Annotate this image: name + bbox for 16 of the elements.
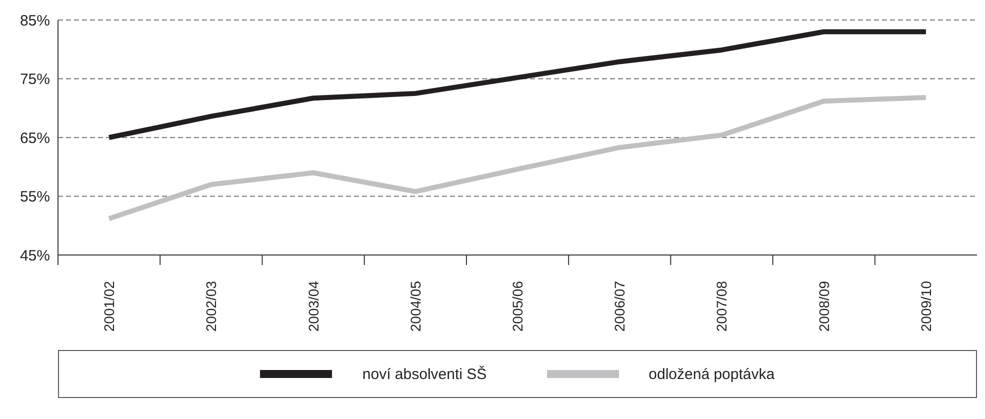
- x-tick-label: 2004/05: [407, 280, 424, 332]
- x-tick-label: 2001/02: [101, 280, 118, 332]
- y-tick-label: 75%: [20, 71, 50, 88]
- x-tick-label: 2006/07: [612, 280, 628, 332]
- y-tick-label: 65%: [20, 130, 50, 147]
- y-tick-label: 55%: [20, 188, 50, 206]
- y-tick-label: 85%: [20, 12, 50, 30]
- legend-label: odložená poptávka: [648, 366, 775, 382]
- x-tick-label: 2002/03: [203, 280, 220, 332]
- y-tick-label: 45%: [20, 247, 50, 264]
- x-tick-label: 2003/04: [305, 280, 322, 332]
- x-tick-label: 2005/06: [510, 280, 526, 332]
- x-tick-label: 2009/10: [918, 280, 934, 332]
- x-tick-label: 2007/08: [714, 280, 730, 332]
- legend-label: noví absolventi SŠ: [362, 366, 487, 382]
- x-tick-label: 2008/09: [816, 280, 832, 332]
